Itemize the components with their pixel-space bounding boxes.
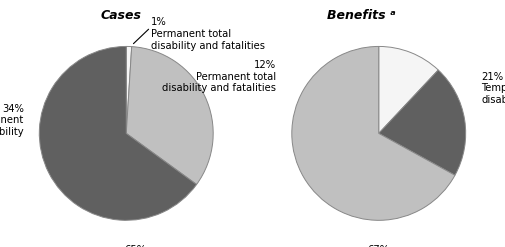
Wedge shape: [379, 70, 466, 175]
Text: 12%
Permanent total
disability and fatalities: 12% Permanent total disability and fatal…: [162, 60, 276, 93]
Text: 34%
Permanent
partial disability: 34% Permanent partial disability: [0, 104, 24, 137]
Text: 1%: 1%: [150, 17, 166, 27]
Title: Benefits ᵃ: Benefits ᵃ: [327, 9, 396, 22]
Wedge shape: [126, 47, 213, 185]
Wedge shape: [126, 46, 132, 133]
Text: 65%
Temporary
disability: 65% Temporary disability: [109, 245, 161, 247]
Wedge shape: [39, 46, 196, 220]
Wedge shape: [292, 46, 455, 220]
Text: 67%
Permanent
partial disability: 67% Permanent partial disability: [338, 245, 419, 247]
Text: 21%
Temporary
disability: 21% Temporary disability: [481, 72, 505, 105]
Text: Permanent total
disability and fatalities: Permanent total disability and fatalitie…: [150, 29, 265, 51]
Text: Cases: Cases: [100, 9, 141, 22]
Wedge shape: [379, 46, 438, 133]
